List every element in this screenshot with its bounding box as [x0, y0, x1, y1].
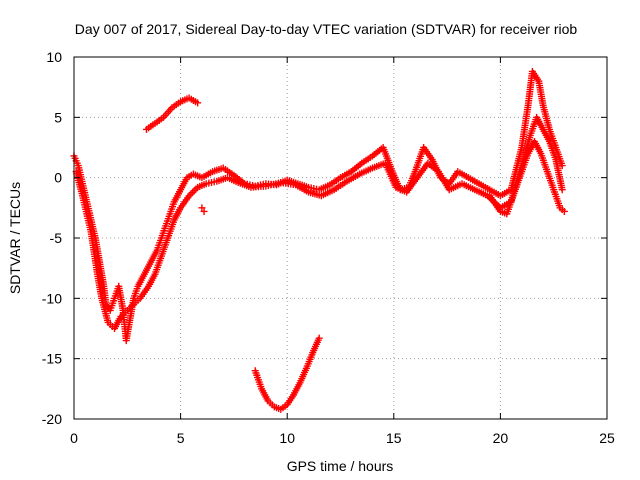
y-tick-label: -10	[42, 290, 62, 306]
data-point	[200, 207, 208, 215]
x-tick-label: 25	[599, 430, 615, 446]
data-point	[189, 188, 197, 196]
data-point	[198, 204, 206, 212]
y-tick-label: 5	[54, 109, 62, 125]
data-point	[315, 334, 323, 342]
data-point	[560, 207, 568, 215]
y-axis-label: SDTVAR / TECUs	[7, 182, 23, 294]
y-tick-label: -20	[42, 411, 62, 427]
x-tick-label: 15	[386, 430, 402, 446]
x-tick-label: 0	[70, 430, 78, 446]
data-point	[558, 186, 566, 194]
data-markers	[70, 67, 568, 413]
x-axis-label: GPS time / hours	[287, 458, 394, 474]
data-point	[190, 187, 198, 195]
x-tick-label: 10	[279, 430, 295, 446]
y-tick-label: 0	[54, 170, 62, 186]
x-tick-label: 5	[177, 430, 185, 446]
data-point	[194, 99, 202, 107]
x-tick-label: 20	[493, 430, 509, 446]
axes: 0 5 10 15 20 25 -20 -15 -10 -5 0 5 10	[42, 49, 615, 446]
y-tick-label: -5	[50, 230, 63, 246]
y-tick-label: -15	[42, 351, 62, 367]
y-tick-label: 10	[46, 49, 62, 65]
chart-title: Day 007 of 2017, Sidereal Day-to-day VTE…	[75, 21, 578, 37]
